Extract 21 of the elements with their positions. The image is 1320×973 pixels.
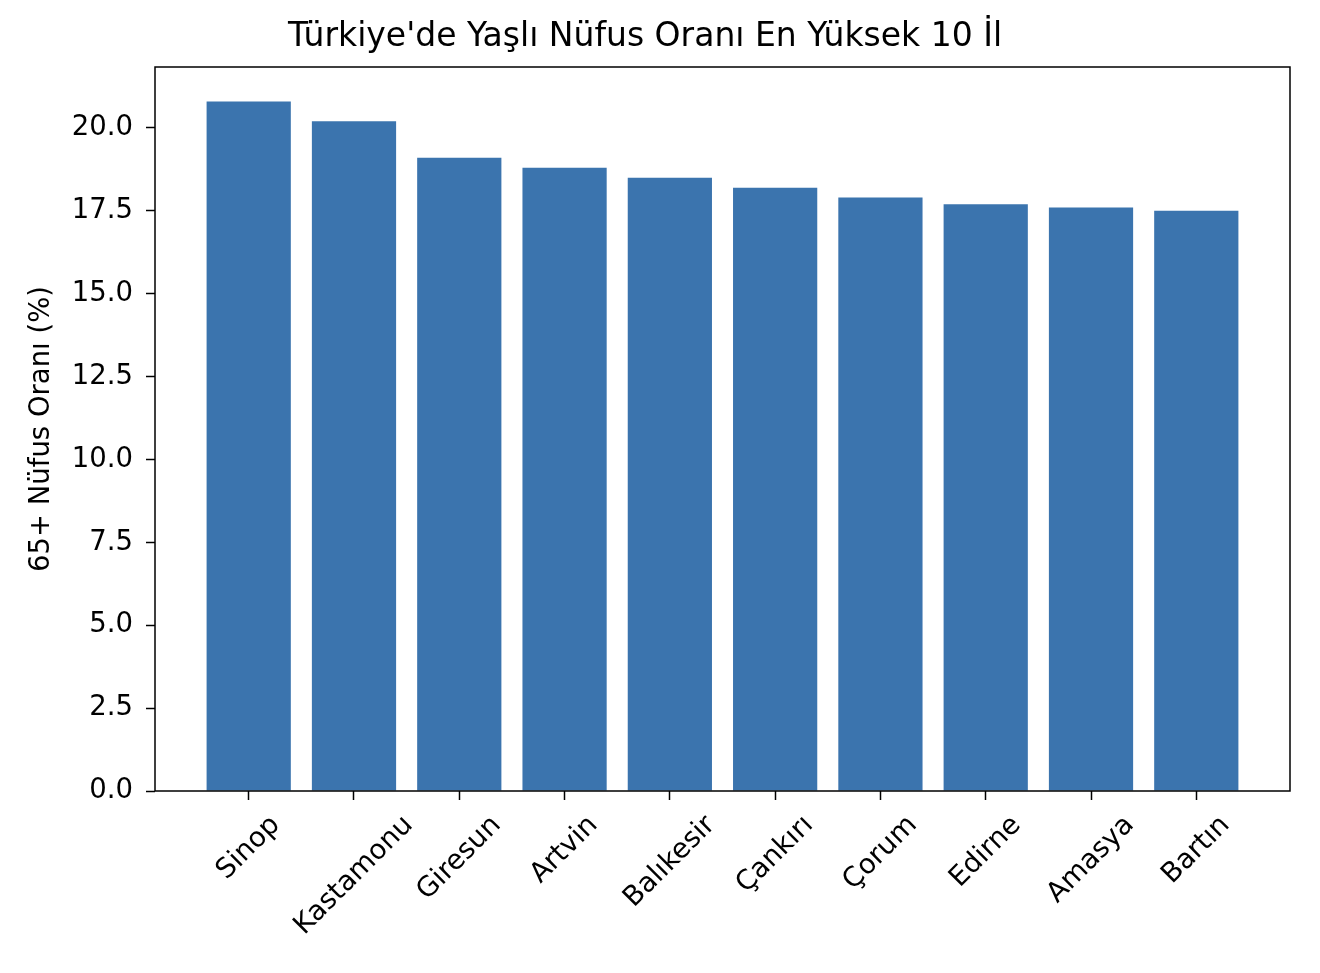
bar	[838, 197, 923, 791]
y-tick-label: 2.5	[89, 689, 133, 722]
bar	[206, 101, 291, 791]
bar	[311, 121, 397, 791]
y-tick-label: 0.0	[89, 772, 133, 805]
y-tick-label: 20.0	[71, 109, 133, 142]
bar	[943, 204, 1028, 791]
y-tick-label: 10.0	[71, 440, 133, 473]
y-tick-label: 12.5	[71, 357, 133, 390]
y-tick-label: 7.5	[89, 523, 133, 556]
y-tick-label: 5.0	[89, 606, 133, 639]
y-axis-title: 65+ Nüfus Oranı (%)	[23, 285, 56, 573]
bar	[733, 187, 818, 791]
bar	[522, 167, 607, 791]
chart-title: Türkiye'de Yaşlı Nüfus Oranı En Yüksek 10 İl	[286, 15, 1003, 55]
bar	[1048, 207, 1134, 791]
bar	[417, 157, 502, 791]
bar	[1154, 210, 1239, 791]
bar	[627, 177, 712, 791]
y-tick-label: 15.0	[71, 274, 133, 307]
y-tick-label: 17.5	[71, 192, 133, 225]
